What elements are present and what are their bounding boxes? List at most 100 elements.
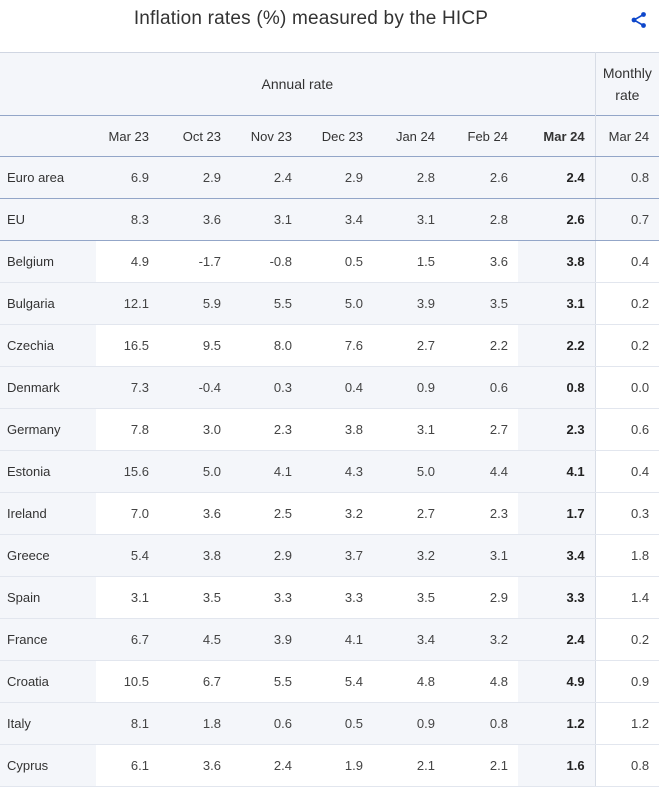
value-cell: 5.0 (159, 450, 231, 493)
monthly-rate-cell: 1.8 (595, 534, 659, 577)
value-cell: 4.9 (96, 240, 159, 283)
value-cell: 8.0 (231, 324, 302, 367)
current-annual-cell: 3.8 (518, 240, 596, 283)
row-country-label: Spain (0, 576, 96, 619)
monthly-rate-cell: 0.0 (595, 366, 659, 409)
value-cell: 1.8 (159, 702, 231, 745)
monthly-rate-cell: 0.2 (595, 618, 659, 661)
value-cell: 2.7 (373, 492, 445, 535)
column-header-country (0, 115, 96, 157)
table-row: Italy 8.1 1.8 0.6 0.5 0.9 0.8 1.2 1.2 (0, 702, 659, 745)
value-cell: 5.5 (231, 282, 302, 325)
value-cell: 3.4 (373, 618, 445, 661)
value-cell: 3.5 (159, 576, 231, 619)
table-row: Cyprus 6.1 3.6 2.4 1.9 2.1 2.1 1.6 0.8 (0, 744, 659, 787)
value-cell: 2.9 (159, 156, 231, 199)
value-cell: 4.4 (445, 450, 518, 493)
value-cell: 3.0 (159, 408, 231, 451)
value-cell: 6.1 (96, 744, 159, 787)
table-row: EU 8.3 3.6 3.1 3.4 3.1 2.8 2.6 0.7 (0, 198, 659, 241)
column-header: Oct 23 (159, 115, 231, 157)
value-cell: 2.1 (373, 744, 445, 787)
value-cell: 2.9 (231, 534, 302, 577)
value-cell: 3.6 (159, 492, 231, 535)
value-cell: 5.9 (159, 282, 231, 325)
current-annual-cell: 4.9 (518, 660, 596, 703)
value-cell: 5.0 (373, 450, 445, 493)
current-annual-cell: 2.4 (518, 618, 596, 661)
value-cell: 4.8 (373, 660, 445, 703)
row-country-label: Italy (0, 702, 96, 745)
value-cell: 4.1 (231, 450, 302, 493)
value-cell: 2.1 (445, 744, 518, 787)
value-cell: 0.5 (302, 240, 373, 283)
value-cell: 6.7 (96, 618, 159, 661)
table-row: France 6.7 4.5 3.9 4.1 3.4 3.2 2.4 0.2 (0, 618, 659, 661)
monthly-rate-cell: 0.2 (595, 324, 659, 367)
value-cell: 3.6 (159, 198, 231, 241)
value-cell: 3.5 (373, 576, 445, 619)
row-country-label: Estonia (0, 450, 96, 493)
value-cell: 2.2 (445, 324, 518, 367)
monthly-rate-cell: 1.2 (595, 702, 659, 745)
monthly-rate-cell: 0.4 (595, 240, 659, 283)
value-cell: 0.3 (231, 366, 302, 409)
value-cell: 1.5 (373, 240, 445, 283)
value-cell: 0.9 (373, 366, 445, 409)
value-cell: 3.1 (96, 576, 159, 619)
value-cell: 3.1 (373, 408, 445, 451)
column-header: Mar 23 (96, 115, 159, 157)
column-header-current: Mar 24 (518, 115, 596, 157)
row-country-label: Czechia (0, 324, 96, 367)
monthly-rate-cell: 0.8 (595, 156, 659, 199)
value-cell: 3.1 (231, 198, 302, 241)
column-header: Nov 23 (231, 115, 302, 157)
value-cell: 7.0 (96, 492, 159, 535)
value-cell: 2.7 (445, 408, 518, 451)
row-country-label: France (0, 618, 96, 661)
annual-rate-header: Annual rate (0, 52, 596, 116)
current-annual-cell: 2.4 (518, 156, 596, 199)
value-cell: 7.8 (96, 408, 159, 451)
value-cell: 3.1 (373, 198, 445, 241)
monthly-rate-cell: 0.4 (595, 450, 659, 493)
current-annual-cell: 1.7 (518, 492, 596, 535)
value-cell: 9.5 (159, 324, 231, 367)
row-country-label: Greece (0, 534, 96, 577)
value-cell: 2.8 (373, 156, 445, 199)
value-cell: 6.9 (96, 156, 159, 199)
hicp-table: Annual rate Monthly rate Mar 23 Oct 23 No… (0, 52, 659, 787)
header-row-group: Annual rate Monthly rate (0, 52, 659, 116)
value-cell: 3.2 (445, 618, 518, 661)
row-country-label: Belgium (0, 240, 96, 283)
value-cell: 0.6 (445, 366, 518, 409)
monthly-rate-cell: 0.9 (595, 660, 659, 703)
value-cell: 5.4 (96, 534, 159, 577)
row-country-label: Euro area (0, 156, 96, 199)
monthly-rate-cell: 1.4 (595, 576, 659, 619)
value-cell: 5.4 (302, 660, 373, 703)
header-row-columns: Mar 23 Oct 23 Nov 23 Dec 23 Jan 24 Feb 2… (0, 115, 659, 157)
value-cell: 2.4 (231, 744, 302, 787)
value-cell: 2.7 (373, 324, 445, 367)
value-cell: 2.3 (231, 408, 302, 451)
table-row: Ireland 7.0 3.6 2.5 3.2 2.7 2.3 1.7 0.3 (0, 492, 659, 535)
value-cell: 8.1 (96, 702, 159, 745)
value-cell: 5.0 (302, 282, 373, 325)
current-annual-cell: 4.1 (518, 450, 596, 493)
table-title: Inflation rates (%) measured by the HICP (133, 8, 489, 29)
monthly-rate-cell: 0.8 (595, 744, 659, 787)
table-row: Spain 3.1 3.5 3.3 3.3 3.5 2.9 3.3 1.4 (0, 576, 659, 619)
value-cell: 4.5 (159, 618, 231, 661)
value-cell: 3.9 (231, 618, 302, 661)
share-icon[interactable] (630, 11, 648, 29)
table-row: Belgium 4.9 -1.7 -0.8 0.5 1.5 3.6 3.8 0.4 (0, 240, 659, 283)
table-row: Croatia 10.5 6.7 5.5 5.4 4.8 4.8 4.9 0.9 (0, 660, 659, 703)
value-cell: 1.9 (302, 744, 373, 787)
value-cell: 3.4 (302, 198, 373, 241)
row-country-label: Denmark (0, 366, 96, 409)
value-cell: 4.8 (445, 660, 518, 703)
value-cell: 5.5 (231, 660, 302, 703)
value-cell: 3.8 (302, 408, 373, 451)
current-annual-cell: 3.4 (518, 534, 596, 577)
